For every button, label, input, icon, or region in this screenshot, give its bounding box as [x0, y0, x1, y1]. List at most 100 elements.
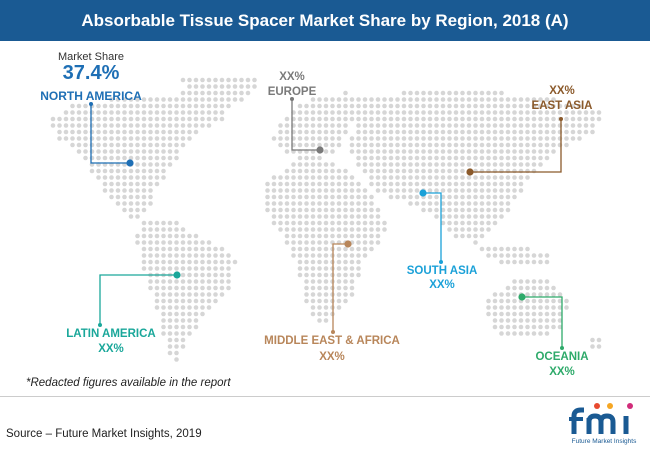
north-america-marker — [126, 159, 134, 167]
map-dot — [362, 97, 368, 102]
map-dot — [161, 233, 166, 239]
map-dot — [291, 214, 296, 219]
map-dot — [310, 279, 316, 284]
map-dot — [408, 155, 413, 161]
map-dot — [544, 129, 550, 135]
map-dot — [349, 136, 355, 141]
map-dot — [135, 214, 140, 219]
map-dot — [343, 272, 348, 278]
map-dot — [317, 201, 322, 206]
map-dot — [330, 227, 335, 232]
map-dot — [590, 123, 595, 128]
map-dot — [323, 207, 329, 213]
map-dot — [148, 168, 153, 174]
map-dot — [310, 116, 316, 122]
map-dot — [440, 188, 446, 193]
mea-callout-line — [332, 243, 348, 332]
map-dot — [538, 292, 543, 297]
map-dot — [336, 103, 342, 109]
map-dot — [343, 253, 348, 258]
map-dot — [57, 129, 62, 135]
map-dot — [141, 116, 147, 122]
map-dot — [278, 201, 283, 206]
map-dot — [115, 136, 121, 141]
map-dot — [414, 97, 420, 102]
map-dot — [310, 162, 316, 167]
map-dot — [180, 318, 186, 323]
map-dot — [167, 292, 173, 297]
map-dot — [544, 311, 550, 317]
map-dot — [206, 240, 212, 245]
map-dot — [590, 110, 595, 115]
map-dot — [310, 259, 316, 265]
map-dot — [375, 136, 381, 141]
map-dot — [148, 181, 153, 187]
map-dot — [544, 305, 550, 310]
map-dot — [486, 188, 491, 193]
map-dot — [570, 116, 576, 122]
oceania-callout-line — [522, 296, 563, 348]
map-dot — [206, 90, 212, 96]
map-dot — [356, 129, 361, 135]
map-dot — [382, 155, 387, 161]
map-dot — [447, 162, 452, 167]
map-dot — [284, 207, 290, 213]
map-dot — [167, 331, 173, 336]
map-dot — [323, 123, 329, 128]
map-dot — [473, 142, 478, 148]
map-dot — [219, 285, 225, 291]
map-dot — [473, 220, 478, 226]
map-dot — [369, 123, 374, 128]
map-dot — [466, 142, 472, 148]
map-dot — [161, 285, 166, 291]
map-dot — [193, 279, 199, 284]
map-dot — [356, 194, 361, 200]
map-dot — [83, 149, 88, 154]
map-svg — [50, 77, 602, 362]
map-dot — [447, 136, 452, 141]
map-dot — [154, 181, 160, 187]
map-dot — [161, 259, 166, 265]
map-dot — [525, 129, 530, 135]
map-dot — [291, 181, 296, 187]
map-dot — [356, 97, 361, 102]
map-dot — [343, 181, 348, 187]
map-dot — [304, 233, 309, 239]
map-dot — [148, 110, 153, 115]
map-dot — [141, 149, 147, 154]
map-dot — [115, 194, 121, 200]
map-dot — [369, 220, 374, 226]
map-dot — [369, 149, 374, 154]
map-dot — [109, 175, 114, 180]
map-dot — [167, 227, 173, 232]
map-dot — [564, 298, 569, 304]
map-dot — [297, 227, 303, 232]
map-dot — [557, 305, 563, 310]
map-dot — [141, 266, 147, 271]
map-dot — [206, 77, 212, 83]
map-dot — [115, 181, 121, 187]
map-dot — [395, 155, 400, 161]
map-dot — [206, 259, 212, 265]
map-dot — [226, 103, 231, 109]
map-dot — [486, 155, 491, 161]
map-dot — [148, 194, 153, 200]
map-dot — [213, 298, 218, 304]
map-dot — [505, 318, 511, 323]
map-dot — [512, 279, 517, 284]
map-dot — [187, 110, 192, 115]
map-dot — [564, 136, 569, 141]
map-dot — [284, 214, 290, 219]
map-dot — [161, 240, 166, 245]
map-dot — [115, 175, 121, 180]
map-dot — [226, 84, 231, 89]
map-dot — [486, 149, 491, 154]
map-dot — [544, 97, 550, 102]
map-dot — [317, 116, 322, 122]
map-dot — [492, 136, 498, 141]
map-dot — [544, 155, 550, 161]
map-dot — [460, 110, 465, 115]
map-dot — [174, 220, 179, 226]
map-dot — [167, 259, 173, 265]
map-dot — [447, 149, 452, 154]
